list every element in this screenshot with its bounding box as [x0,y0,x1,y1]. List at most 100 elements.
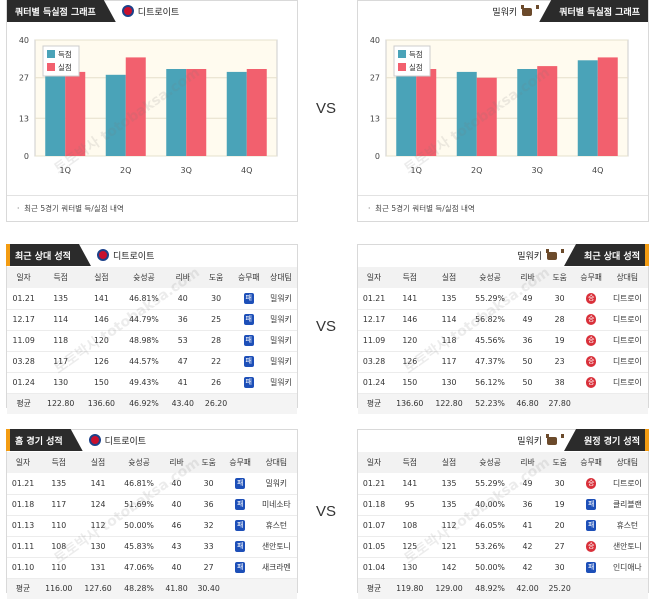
table-cell: 01.04 [358,557,391,579]
team-label-right: 밀워키 [511,249,565,262]
table-cell: 디트로이 [606,330,648,352]
average-cell: 52.23% [468,393,512,414]
table-cell: 135 [39,473,79,495]
chart-header-left: 쿼터별 득실점 그래프 디트로이트 [7,0,297,22]
legend-swatch [398,63,406,71]
legend-label: 득점 [409,49,423,59]
table-cell: 112 [78,515,118,537]
bar-scored [105,74,126,156]
bar-allowed [125,57,146,156]
win-badge: 승 [586,477,597,489]
table-cell: 28 [543,309,576,331]
table-cell: 승 [575,288,607,310]
recent-title-right: 최근 상대 성적 [564,244,648,266]
table-cell: 패 [575,494,607,516]
average-cell: 129.00 [429,578,469,599]
table-cell: 01.13 [7,515,40,537]
table-cell: 135 [40,288,82,310]
table-cell: 23 [543,351,576,373]
average-cell: 122.80 [429,393,469,414]
y-tick-label: 27 [19,74,29,83]
column-header: 득점 [40,267,82,288]
milwaukee-logo-icon [521,5,540,17]
table-cell: 141 [81,288,122,310]
legend-label: 실점 [58,62,72,72]
team-name-right: 밀워키 [517,436,543,447]
win-badge: 승 [586,377,597,388]
table-cell: 117 [429,351,469,373]
average-cell: 42.00 [511,578,544,599]
x-tick-label: 4Q [592,166,603,175]
win-badge: 승 [586,314,597,325]
table-cell: 118 [40,330,82,352]
bar-scored [226,71,247,156]
table-row: 01.13 110 112 50.00% 46 32 패 휴스턴 [7,515,297,537]
table-cell: 03.28 [7,351,41,373]
table-cell: 19 [543,494,576,516]
table-cell: 50.00% [117,515,161,537]
table-cell: 50.00% [468,557,512,579]
accent-bar [6,244,10,266]
table-row: 12.17 146 114 56.82% 49 28 승 디트로이 [358,309,648,331]
recent-title-left: 최근 상대 성적 [7,244,91,266]
table-cell: 01.18 [7,494,40,516]
average-cell: 평균 [358,578,391,599]
x-tick-label: 2Q [120,166,131,175]
table-cell: 패 [575,557,607,579]
table-cell: 30 [192,473,225,495]
table-cell: 승 [575,473,607,495]
win-badge: 승 [586,335,597,346]
accent-bar [645,429,649,451]
legend-swatch [47,63,55,71]
average-cell: 41.80 [160,578,193,599]
table-cell: 49.43% [121,372,167,394]
table-row: 01.24 130 150 49.43% 41 26 패 밀워키 [7,372,297,394]
team-label-left: 디트로이트 [116,5,185,18]
chart-panel-right: 밀워키 쿼터별 득실점 그래프 40 27 13 0 1Q 2Q 3Q 4Q 득점 실점 · 최근… [357,0,649,222]
average-cell: 46.80 [511,393,544,414]
table-cell: 141 [78,473,118,495]
average-cell: 평균 [7,393,41,414]
loss-badge: 패 [235,541,246,552]
legend-swatch [398,50,406,58]
table-cell: 120 [81,330,122,352]
table-cell: 11.09 [358,330,391,352]
x-tick-label: 1Q [411,166,422,175]
table-row: 11.09 120 118 45.56% 36 19 승 디트로이 [358,330,648,352]
table-cell: 30 [543,557,576,579]
table-cell: 46.81% [117,473,161,495]
table-cell: 50 [511,372,544,394]
bar-scored [396,54,417,156]
team-name-right: 밀워키 [517,251,543,262]
bar-scored [456,71,477,156]
average-cell: 43.40 [166,393,200,414]
bar-allowed [416,69,437,156]
table-cell: 36 [511,330,544,352]
table-cell: 미네소타 [255,494,297,516]
table-cell: 49 [511,288,544,310]
table-cell: 휴스턴 [255,515,297,537]
table-cell: 135 [429,494,469,516]
average-cell: 48.28% [117,578,161,599]
table-cell: 03.28 [358,351,391,373]
away-header-right: 밀워키 원정 경기 성적 [358,429,648,451]
y-tick-label: 0 [375,152,380,161]
column-header: 리바 [511,267,544,288]
legend-label: 실점 [409,62,423,72]
column-header: 득점 [39,452,79,473]
average-cell: 48.92% [468,578,512,599]
table-cell: 11.09 [7,330,41,352]
recent-panel-left: 최근 상대 성적 디트로이트 일자 득점 실점 슛성공 리바 도움 승무패 상대팀 01.21 1… [6,244,298,414]
table-cell: 밀워키 [264,330,297,352]
table-cell: 124 [78,494,118,516]
away-panel-right: 밀워키 원정 경기 성적 일자 득점 실점 슛성공 리바 도움 승무패 상대팀 01.21 141… [357,429,649,599]
table-cell: 밀워키 [264,351,297,373]
y-tick-label: 13 [19,114,29,123]
column-header: 득점 [390,452,430,473]
table-header-row: 일자 득점 실점 슛성공 리바 도움 승무패 상대팀 [358,452,648,473]
table-cell: 150 [390,372,430,394]
column-header: 리바 [511,452,544,473]
table-cell: 50 [511,351,544,373]
table-cell: 새크라멘 [255,557,297,579]
